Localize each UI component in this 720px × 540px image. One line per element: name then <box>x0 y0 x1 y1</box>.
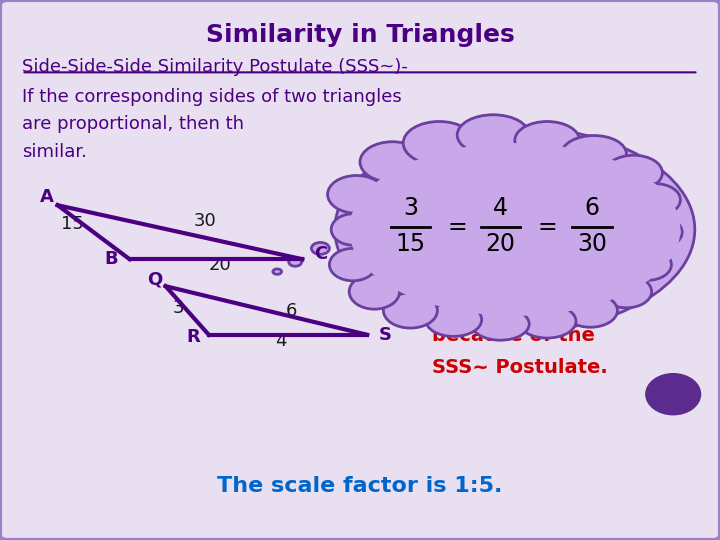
Ellipse shape <box>472 308 529 340</box>
Ellipse shape <box>383 293 438 328</box>
Text: 20: 20 <box>208 255 231 274</box>
Ellipse shape <box>625 249 671 280</box>
Ellipse shape <box>605 155 662 190</box>
Circle shape <box>646 374 701 415</box>
Ellipse shape <box>311 242 329 254</box>
Ellipse shape <box>601 275 652 308</box>
Text: R: R <box>186 328 200 347</box>
Text: Side-Side-Side Similarity Postulate (SSS~)-: Side-Side-Side Similarity Postulate (SSS… <box>22 58 408 77</box>
Text: Similarity in Triangles: Similarity in Triangles <box>206 23 514 47</box>
Ellipse shape <box>360 141 425 183</box>
Text: If the corresponding sides of two triangles: If the corresponding sides of two triang… <box>22 88 401 106</box>
Ellipse shape <box>426 303 482 336</box>
Text: 4: 4 <box>275 332 287 350</box>
Ellipse shape <box>328 176 385 213</box>
Text: △ABC ~ △QRS: △ABC ~ △QRS <box>432 295 582 315</box>
Text: A: A <box>40 188 54 206</box>
Text: 15: 15 <box>60 215 84 233</box>
Ellipse shape <box>349 274 400 309</box>
Text: 6: 6 <box>286 301 297 320</box>
Ellipse shape <box>403 122 475 165</box>
Ellipse shape <box>457 115 529 156</box>
Ellipse shape <box>273 269 282 274</box>
Ellipse shape <box>330 248 376 281</box>
Text: similar.: similar. <box>22 143 86 161</box>
Text: S: S <box>379 326 392 344</box>
Text: 15: 15 <box>395 232 426 256</box>
Ellipse shape <box>630 184 680 216</box>
Text: 30: 30 <box>194 212 217 231</box>
Ellipse shape <box>335 127 695 332</box>
Text: B: B <box>105 250 118 268</box>
Text: =: = <box>447 215 467 239</box>
Text: The scale factor is 1:5.: The scale factor is 1:5. <box>217 476 503 496</box>
Text: 4: 4 <box>493 196 508 220</box>
Text: because of the: because of the <box>432 326 595 346</box>
Ellipse shape <box>331 214 374 245</box>
Ellipse shape <box>563 294 618 327</box>
Ellipse shape <box>515 122 580 159</box>
Ellipse shape <box>349 143 680 316</box>
Ellipse shape <box>636 217 683 248</box>
Text: 3: 3 <box>173 299 184 317</box>
Text: 30: 30 <box>577 232 607 256</box>
Text: Q: Q <box>147 271 163 289</box>
Text: 3: 3 <box>403 196 418 220</box>
Text: C: C <box>314 245 327 263</box>
Text: are proportional, then th: are proportional, then th <box>22 115 243 133</box>
Ellipse shape <box>518 305 576 338</box>
Text: 20: 20 <box>485 232 516 256</box>
Text: SSS~ Postulate.: SSS~ Postulate. <box>432 357 608 377</box>
Ellipse shape <box>289 258 302 266</box>
Text: 6: 6 <box>585 196 599 220</box>
Ellipse shape <box>562 136 626 172</box>
Text: =: = <box>537 215 557 239</box>
